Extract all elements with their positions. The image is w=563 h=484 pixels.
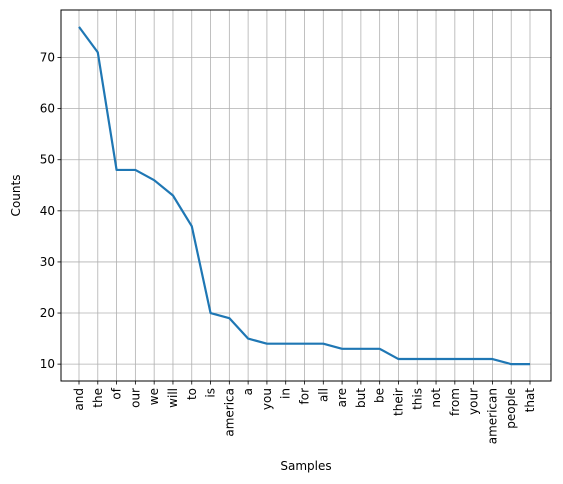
y-tick-label: 70 [40, 51, 55, 65]
x-tick-label: for [298, 388, 312, 405]
y-tick-label: 40 [40, 204, 55, 218]
plot-area-frame [60, 9, 552, 382]
y-tick-label: 20 [40, 306, 55, 320]
x-tick-label: people [504, 388, 518, 429]
x-tick-label: their [391, 388, 405, 416]
x-tick-label: to [185, 388, 199, 400]
y-tick-label: 50 [40, 153, 55, 167]
x-tick-label: this [410, 388, 424, 410]
x-tick-label: of [110, 387, 124, 399]
x-tick-label: the [91, 388, 105, 408]
y-axis-label: Counts [9, 175, 23, 217]
x-tick-label: america [222, 388, 236, 437]
x-tick-label: all [316, 388, 330, 402]
series-line-group [78, 26, 530, 366]
x-axis-ticks: and the of our we will to is america a you in for all… [72, 381, 537, 444]
x-tick-label: american [485, 388, 499, 444]
x-tick-label: are [335, 388, 349, 407]
x-tick-label: is [204, 388, 218, 398]
x-tick-label: your [467, 388, 481, 415]
x-tick-label: our [128, 388, 142, 408]
x-tick-label: a [241, 388, 255, 395]
y-tick-label: 10 [40, 357, 55, 371]
x-tick-label: not [429, 388, 443, 408]
x-tick-label: you [260, 388, 274, 410]
x-tick-label: be [373, 388, 387, 403]
x-tick-label: that [523, 388, 537, 413]
y-tick-label: 60 [40, 102, 55, 116]
x-tick-label: but [354, 388, 368, 408]
x-tick-label: we [147, 388, 161, 405]
x-tick-label: from [448, 388, 462, 416]
series-line [78, 26, 530, 366]
x-tick-label: in [279, 388, 293, 399]
y-tick-label: 30 [40, 255, 55, 269]
grid-lines [61, 10, 551, 381]
x-tick-label: will [166, 388, 180, 408]
x-tick-label: and [72, 388, 86, 411]
x-axis-label: Samples [280, 459, 331, 473]
y-axis-ticks: 10 20 30 40 50 60 70 [40, 51, 61, 371]
